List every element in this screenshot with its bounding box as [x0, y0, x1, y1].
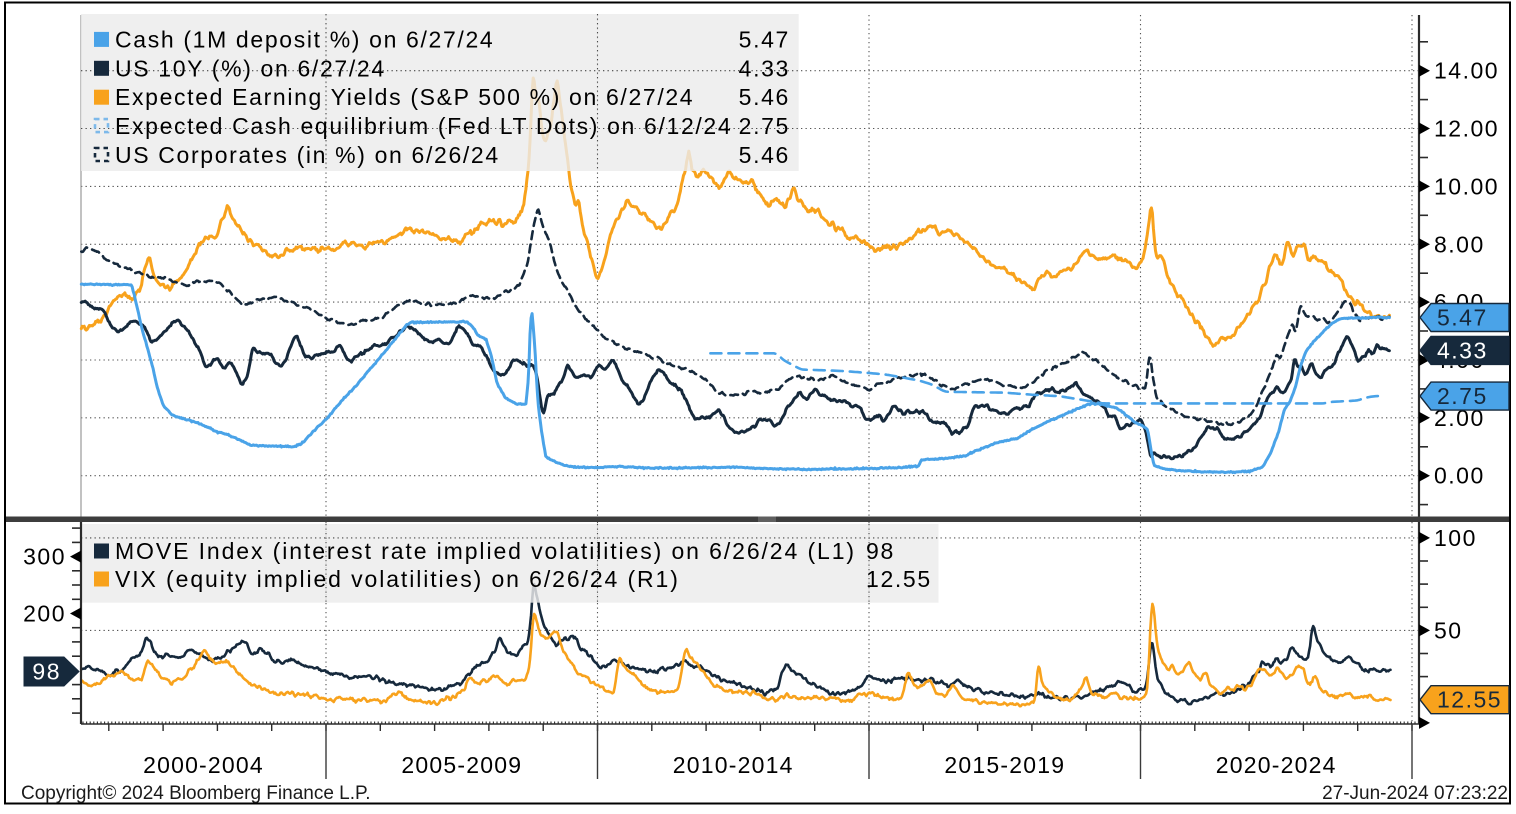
- svg-text:98: 98: [866, 538, 895, 564]
- svg-text:27-Jun-2024 07:23:22: 27-Jun-2024 07:23:22: [1322, 783, 1508, 804]
- svg-text:2015-2019: 2015-2019: [944, 752, 1065, 778]
- svg-text:4.33: 4.33: [739, 55, 790, 81]
- svg-text:10.00: 10.00: [1434, 173, 1499, 199]
- svg-text:4.33: 4.33: [1437, 337, 1488, 363]
- svg-text:5.47: 5.47: [1437, 305, 1488, 331]
- svg-text:VIX (equity implied volatiliti: VIX (equity implied volatilities) on 6/2…: [115, 566, 680, 592]
- svg-text:Copyright© 2024 Bloomberg Fina: Copyright© 2024 Bloomberg Finance L.P.: [21, 783, 371, 804]
- svg-text:14.00: 14.00: [1434, 58, 1499, 84]
- svg-text:12.00: 12.00: [1434, 116, 1499, 142]
- svg-text:0.00: 0.00: [1434, 463, 1485, 489]
- svg-text:5.47: 5.47: [739, 26, 790, 52]
- svg-text:Expected Earning Yields (S&P 5: Expected Earning Yields (S&P 500 %) on 6…: [115, 84, 694, 110]
- svg-text:Expected Cash equilibrium (Fed: Expected Cash equilibrium (Fed LT Dots) …: [115, 113, 732, 139]
- svg-text:100: 100: [1434, 525, 1477, 551]
- svg-text:2010-2014: 2010-2014: [673, 752, 794, 778]
- svg-text:MOVE Index (interest rate impl: MOVE Index (interest rate implied volati…: [115, 538, 856, 564]
- svg-text:2.75: 2.75: [1437, 383, 1488, 409]
- svg-text:5.46: 5.46: [739, 84, 790, 110]
- svg-text:12.55: 12.55: [866, 566, 932, 592]
- svg-text:50: 50: [1434, 617, 1463, 643]
- svg-text:Cash (1M deposit %) on 6/27/24: Cash (1M deposit %) on 6/27/24: [115, 26, 494, 52]
- svg-text:US Corporates (in %) on 6/26/2: US Corporates (in %) on 6/26/24: [115, 142, 500, 168]
- svg-text:98: 98: [32, 659, 61, 685]
- svg-text:12.55: 12.55: [1437, 687, 1502, 713]
- svg-text:US 10Y (%) on 6/27/24: US 10Y (%) on 6/27/24: [115, 55, 386, 81]
- svg-text:5.46: 5.46: [739, 142, 790, 168]
- svg-text:300: 300: [23, 544, 66, 570]
- svg-text:2.75: 2.75: [739, 113, 790, 139]
- svg-text:2020-2024: 2020-2024: [1216, 752, 1337, 778]
- svg-text:8.00: 8.00: [1434, 231, 1485, 257]
- svg-text:2005-2009: 2005-2009: [401, 752, 522, 778]
- svg-text:2000-2004: 2000-2004: [143, 752, 264, 778]
- svg-text:200: 200: [23, 601, 66, 627]
